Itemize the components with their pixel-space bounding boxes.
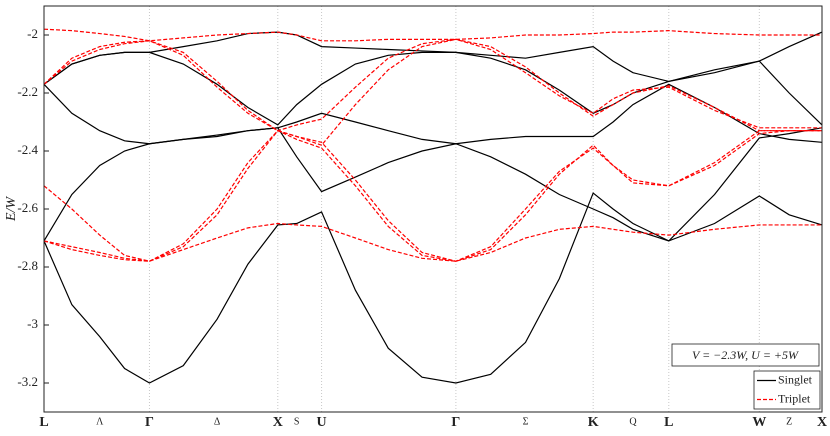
y-tick-label: -2.8 <box>17 258 38 273</box>
x-tick-label: W <box>752 415 766 430</box>
x-tick-label: X <box>817 415 827 430</box>
band-line <box>43 130 822 262</box>
band-line <box>43 129 822 262</box>
x-minor-tick-label: S <box>294 416 300 427</box>
x-minor-tick-label: Σ <box>523 416 529 427</box>
x-tick-label: L <box>39 415 48 430</box>
y-tick-label: -3.2 <box>17 374 38 389</box>
band-line <box>43 38 822 146</box>
x-tick-label: K <box>588 415 599 430</box>
band-line <box>43 38 822 132</box>
x-tick-label: Γ <box>451 415 460 430</box>
x-minor-tick-label: Z <box>786 416 792 427</box>
y-axis-label: E/W <box>4 196 19 222</box>
band-line <box>43 31 823 126</box>
legend-box <box>753 370 821 410</box>
x-minor-tick-label: Λ <box>96 416 104 427</box>
x-tick-label: U <box>317 415 327 430</box>
legend-label: Triplet <box>778 391 811 405</box>
plot-frame <box>43 5 823 413</box>
x-minor-tick-label: Q <box>629 416 637 427</box>
band-line <box>43 127 823 242</box>
y-tick-label: -3 <box>27 316 38 331</box>
annotation: V = −2.3W, U = +5W <box>692 348 799 362</box>
y-tick-label: -2 <box>27 26 38 41</box>
y-tick-label: -2.4 <box>17 142 38 157</box>
x-tick-label: X <box>273 415 283 430</box>
band-line <box>43 83 823 145</box>
x-minor-tick-label: Δ <box>214 416 221 427</box>
x-tick-label: L <box>664 415 673 430</box>
annotation-box <box>671 343 820 367</box>
band-line <box>43 28 822 42</box>
y-tick-label: -2.2 <box>17 84 38 99</box>
band-line <box>43 31 823 126</box>
x-tick-label: Γ <box>145 415 154 430</box>
band-line <box>43 222 822 262</box>
y-tick-label: -2.6 <box>17 200 38 215</box>
band-line <box>43 192 823 384</box>
legend-label: Singlet <box>778 372 813 386</box>
